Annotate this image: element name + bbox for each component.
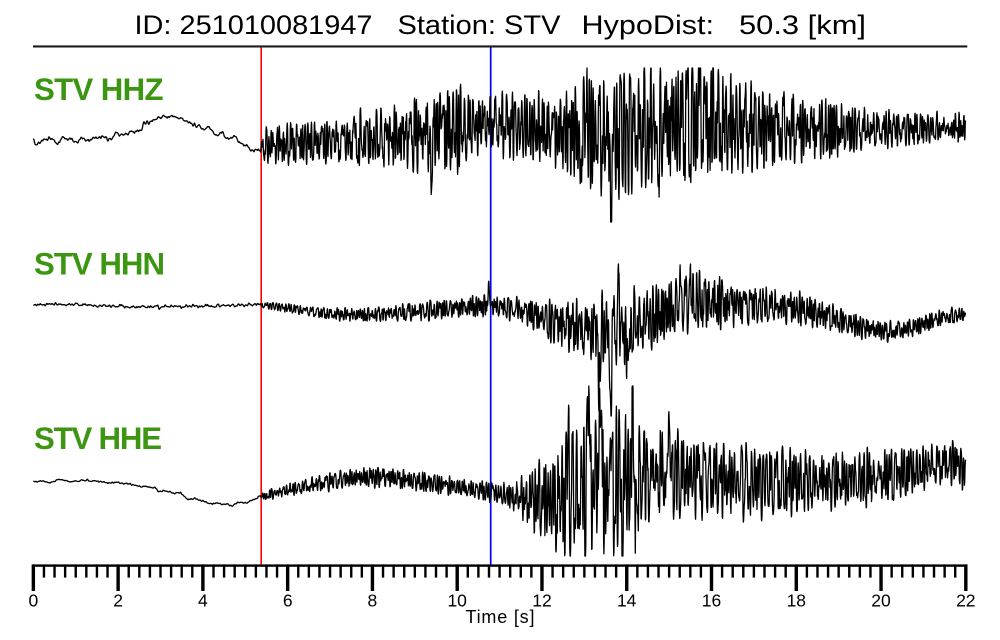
svg-text:STV HHN: STV HHN xyxy=(34,247,165,282)
svg-text:20: 20 xyxy=(871,591,891,611)
svg-text:10: 10 xyxy=(447,591,467,611)
svg-text:22: 22 xyxy=(956,591,975,611)
svg-text:STV HHE: STV HHE xyxy=(34,421,162,456)
svg-text:16: 16 xyxy=(702,591,721,611)
svg-text:STV HHZ: STV HHZ xyxy=(34,72,164,107)
svg-text:4: 4 xyxy=(198,591,208,611)
svg-text:ID: 251010081947: ID: 251010081947 xyxy=(135,10,373,40)
svg-text:50.3 [km]: 50.3 [km] xyxy=(739,10,866,40)
svg-text:Time [s]: Time [s] xyxy=(466,607,535,627)
svg-text:Station: STV: Station: STV xyxy=(398,10,561,40)
svg-text:12: 12 xyxy=(532,591,551,611)
svg-text:HypoDist:: HypoDist: xyxy=(582,10,715,40)
svg-text:8: 8 xyxy=(368,591,378,611)
svg-text:14: 14 xyxy=(617,591,637,611)
svg-text:18: 18 xyxy=(787,591,806,611)
svg-text:6: 6 xyxy=(283,591,293,611)
svg-text:0: 0 xyxy=(29,591,39,611)
svg-text:2: 2 xyxy=(113,591,123,611)
